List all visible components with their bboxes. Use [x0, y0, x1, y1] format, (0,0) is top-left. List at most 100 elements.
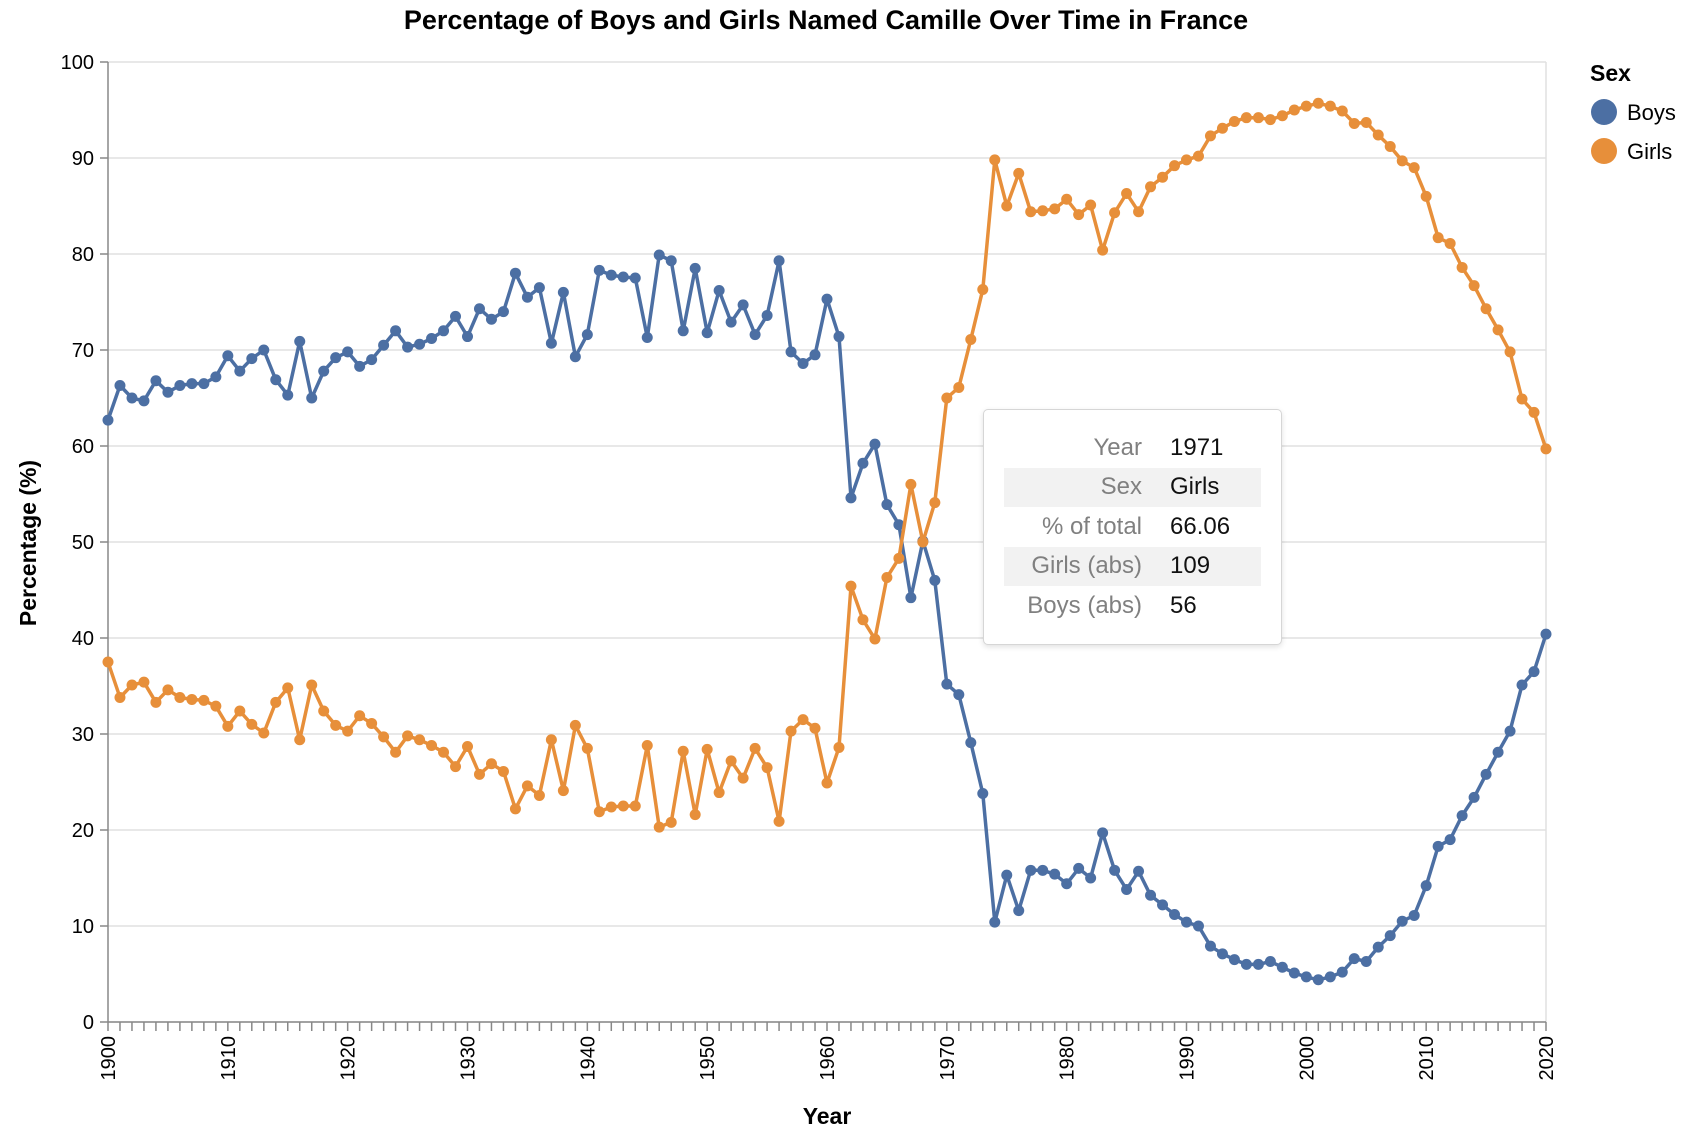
data-point-girls [497, 765, 509, 777]
data-point-girls [258, 727, 270, 739]
data-point-boys [210, 371, 222, 383]
data-point-boys [1192, 920, 1204, 932]
data-point-boys [378, 339, 390, 351]
data-point-boys [941, 678, 953, 690]
data-point-boys [414, 338, 426, 350]
tooltip-key: Sex [1100, 473, 1142, 501]
data-point-boys [366, 354, 378, 366]
y-tick-label: 40 [72, 628, 94, 650]
data-point-boys [138, 395, 150, 407]
data-point-girls [713, 787, 725, 799]
data-point-boys [186, 378, 198, 390]
data-point-girls [1540, 443, 1552, 455]
data-point-boys [150, 375, 162, 387]
chart-title: Percentage of Boys and Girls Named Camil… [404, 5, 1248, 35]
data-point-girls [306, 679, 318, 691]
y-tick-label: 80 [72, 244, 94, 266]
data-point-girls [1013, 167, 1025, 179]
data-point-boys [785, 346, 797, 358]
data-point-girls [1336, 105, 1348, 117]
data-point-girls [929, 497, 941, 509]
data-point-girls [773, 815, 785, 827]
data-point-girls [438, 746, 450, 758]
data-point-boys [965, 737, 977, 749]
data-point-boys [737, 299, 749, 311]
data-point-girls [282, 682, 294, 694]
data-point-girls [953, 381, 965, 393]
data-point-boys [1025, 864, 1037, 876]
data-point-boys [1468, 791, 1480, 803]
y-tick-label: 60 [72, 436, 94, 458]
data-point-girls [857, 614, 869, 626]
axes: 0 10 20 30 40 50 60 70 80 90 100 1900 1910 1920 1930 19… [61, 52, 1558, 1081]
data-point-boys [893, 519, 905, 531]
data-point-girls [138, 676, 150, 688]
data-point-boys [1372, 941, 1384, 953]
data-point-boys [318, 365, 330, 377]
data-point-boys [342, 346, 354, 358]
data-point-boys [1300, 971, 1312, 983]
tooltip-value: 66.06 [1170, 512, 1231, 540]
data-point-girls [1528, 406, 1540, 418]
x-tick-label: 1960 [817, 1036, 839, 1081]
data-point-girls [294, 734, 306, 746]
data-point-girls [1204, 130, 1216, 142]
y-tick-label: 10 [72, 916, 94, 938]
data-point-girls [1001, 200, 1013, 212]
data-point-boys [797, 357, 809, 369]
data-point-boys [1169, 908, 1181, 920]
data-point-girls [1049, 203, 1061, 215]
data-point-boys [1420, 880, 1432, 892]
data-point-girls [1157, 171, 1169, 183]
data-point-boys [306, 392, 318, 404]
data-point-girls [1480, 303, 1492, 315]
data-point-girls [977, 284, 989, 296]
data-point-girls [593, 806, 605, 818]
data-point-girls [270, 696, 282, 708]
data-point-boys [1157, 899, 1169, 911]
data-point-boys [258, 344, 270, 356]
x-tick-label: 1920 [338, 1036, 360, 1081]
y-tick-label: 50 [72, 532, 94, 554]
x-tick-label: 2000 [1296, 1036, 1318, 1081]
data-point-girls [509, 803, 521, 815]
data-point-girls [629, 800, 641, 812]
data-point-girls [390, 746, 402, 758]
y-tick-label: 70 [72, 340, 94, 362]
y-tick-label: 0 [83, 1012, 94, 1034]
data-point-boys [294, 335, 306, 347]
data-point-girls [893, 552, 905, 564]
data-point-girls [1133, 206, 1145, 218]
legend[interactable]: Sex Boys Girls [1590, 60, 1676, 164]
legend-symbol-girls [1591, 138, 1617, 164]
data-point-boys [1121, 884, 1133, 896]
data-point-boys [905, 592, 917, 604]
data-point-girls [833, 741, 845, 753]
tooltip-row-sex: Sex Girls [1004, 467, 1261, 507]
data-point-boys [485, 313, 497, 325]
tooltip-value: Girls [1170, 473, 1220, 501]
data-point-girls [414, 734, 426, 746]
data-point-boys [1276, 961, 1288, 973]
data-point-boys [581, 329, 593, 341]
data-point-girls [450, 761, 462, 773]
data-point-boys [1061, 878, 1073, 890]
legend-title: Sex [1590, 60, 1631, 86]
data-point-boys [1073, 862, 1085, 874]
tooltip-value: 1971 [1170, 433, 1224, 461]
data-point-girls [569, 719, 581, 731]
data-point-boys [462, 331, 473, 343]
data-point-boys [426, 332, 438, 344]
data-point-boys [1516, 679, 1528, 691]
data-point-girls [1109, 207, 1121, 219]
x-tick-label: 1990 [1177, 1036, 1199, 1081]
data-point-boys [270, 374, 282, 386]
series-line-boys [106, 253, 1548, 982]
data-point-boys [1384, 930, 1396, 942]
data-point-girls [485, 758, 497, 770]
data-point-girls [1300, 100, 1312, 112]
data-point-girls [354, 710, 366, 722]
data-point-boys [1216, 948, 1228, 960]
data-point-boys [593, 264, 605, 276]
data-point-boys [1001, 869, 1013, 881]
